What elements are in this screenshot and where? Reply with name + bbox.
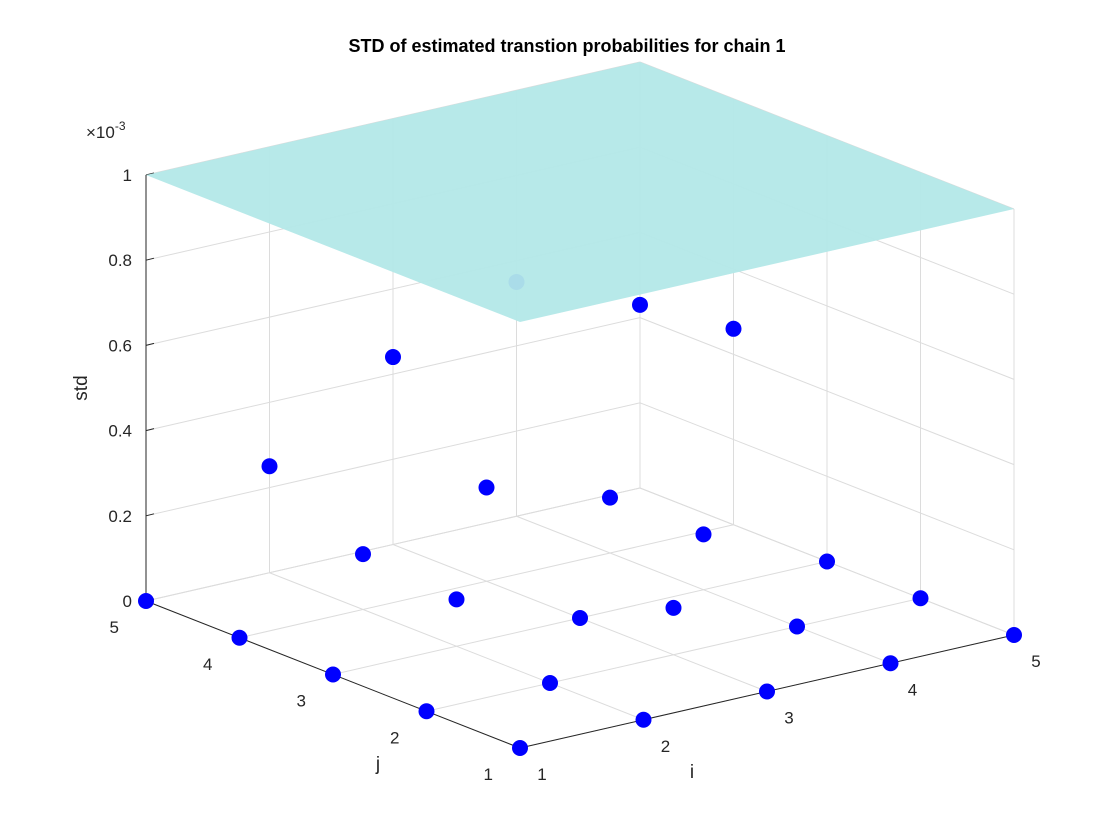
y-tick-label: 2 xyxy=(390,728,399,747)
z-tick-label: 0.6 xyxy=(108,336,132,355)
side-wall-grid-line xyxy=(639,402,1015,551)
back-wall-grid-line xyxy=(145,317,641,432)
data-point xyxy=(478,479,495,496)
data-point xyxy=(602,489,618,506)
data-point xyxy=(418,703,435,720)
data-point xyxy=(819,553,835,570)
y-tick-label: 1 xyxy=(484,765,493,784)
x-tick-label: 1 xyxy=(537,765,546,784)
y-axis-label: j xyxy=(375,754,380,775)
back-wall-grid-line xyxy=(145,487,641,602)
y-tick-label: 4 xyxy=(203,655,212,674)
z-tick-mark xyxy=(145,513,155,517)
x-tick-label: 3 xyxy=(784,709,793,728)
data-point xyxy=(512,740,528,756)
data-point xyxy=(261,458,278,475)
data-point xyxy=(665,599,682,616)
data-point xyxy=(385,349,401,366)
x-tick-label: 4 xyxy=(908,680,917,699)
chart-title: STD of estimated transtion probabilities… xyxy=(348,36,785,56)
data-point xyxy=(759,683,775,700)
data-points xyxy=(138,273,1022,756)
data-point xyxy=(542,675,558,691)
data-point xyxy=(912,590,929,607)
z-tick-label: 0.4 xyxy=(108,422,132,441)
z-exponent-label: ×10-3 xyxy=(86,119,126,142)
x-axis-label: i xyxy=(690,762,694,783)
x-tick-label: 5 xyxy=(1031,652,1040,671)
data-point xyxy=(789,618,805,635)
data-point xyxy=(725,320,742,337)
data-point xyxy=(325,666,341,683)
plane-surface-layer xyxy=(146,62,1014,322)
z-tick-mark xyxy=(145,172,155,176)
z-tick-label: 0.2 xyxy=(108,507,132,526)
data-point xyxy=(138,593,154,609)
floor-grid-line xyxy=(239,524,734,639)
data-point xyxy=(572,610,588,626)
data-point xyxy=(231,629,248,646)
y-tick-label: 3 xyxy=(297,692,306,711)
side-wall-grid-line xyxy=(639,317,1015,466)
y-tick-label: 5 xyxy=(110,618,119,637)
data-point xyxy=(632,296,648,313)
data-point xyxy=(1006,627,1022,643)
z-tick-mark xyxy=(145,342,155,346)
z-tick-label: 1 xyxy=(123,166,132,185)
z-tick-mark xyxy=(145,257,155,261)
plane-surface xyxy=(146,62,1014,322)
data-point xyxy=(448,591,465,608)
data-point xyxy=(695,526,712,543)
back-wall-grid-line xyxy=(145,402,641,517)
z-tick-mark xyxy=(145,428,155,432)
z-tick-label: 0 xyxy=(123,592,132,611)
z-tick-label: 0.8 xyxy=(108,251,132,270)
data-point xyxy=(635,711,652,728)
data-point xyxy=(882,655,899,672)
data-point xyxy=(355,546,371,563)
floor-grid-line xyxy=(426,597,921,712)
x-tick-label: 2 xyxy=(661,737,670,756)
z-axis-label: std xyxy=(71,375,92,400)
